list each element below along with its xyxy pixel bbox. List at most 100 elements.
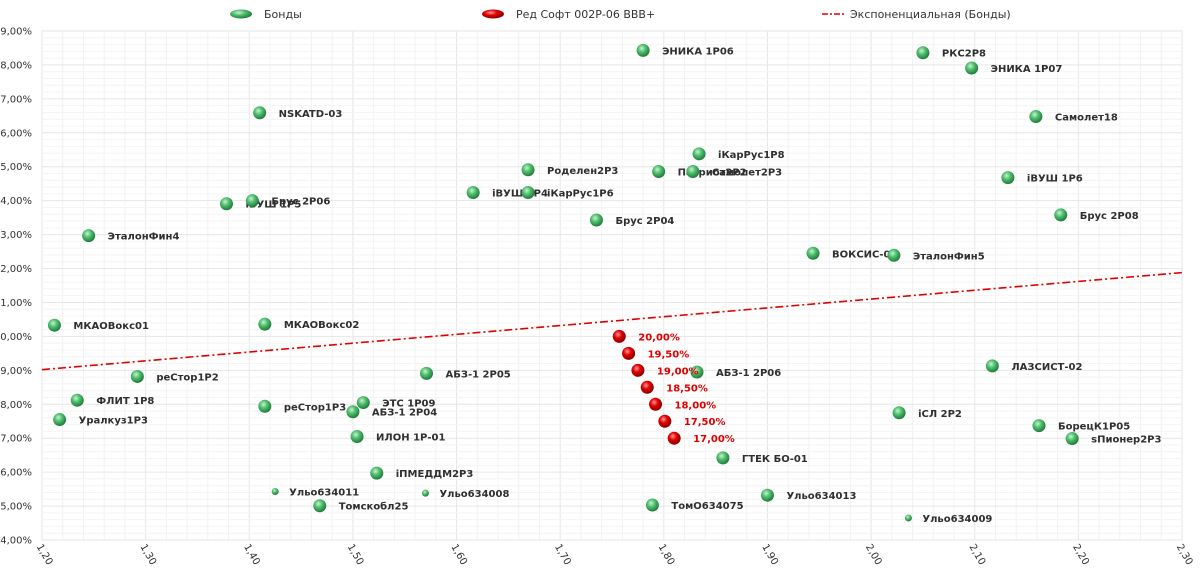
y-tick-label: 14,00% <box>0 536 32 547</box>
redsoft-label: 19,50% <box>648 349 690 360</box>
x-tick-label: 1,80 <box>656 542 677 567</box>
x-tick-label: 2,30 <box>1174 542 1195 567</box>
x-tick-label: 1,70 <box>552 542 573 567</box>
bond-label: ЭталонФин4 <box>108 232 180 243</box>
data-points: МКАОВокс01 Уралкуз1Р3 ФЛИТ 1Р8 ЭталонФин4 ре… <box>47 43 1161 525</box>
bond-label: iСЛ 2Р2 <box>918 409 962 420</box>
redsoft-point <box>631 363 645 377</box>
bond-point <box>985 359 999 373</box>
bond-point <box>892 406 906 420</box>
bond-label: Роделен2Р3 <box>547 166 618 177</box>
bond-label: АБЗ-1 2Р04 <box>372 408 437 419</box>
bond-label: iВУШ 1Р5 <box>245 200 301 211</box>
redsoft-label: 19,00% <box>657 366 699 377</box>
bond-label: Патриот2Р2 <box>678 167 747 178</box>
bond-label: Ульо634013 <box>786 491 856 502</box>
y-tick-label: 15,00% <box>0 502 32 513</box>
bond-point <box>636 43 650 57</box>
bond-point <box>1001 171 1015 185</box>
y-tick-label: 20,00% <box>0 332 32 343</box>
bond-point <box>887 248 901 262</box>
y-tick-label: 25,00% <box>0 162 32 173</box>
y-tick-label: 29,00% <box>0 27 32 38</box>
x-tick-label: 2,20 <box>1070 542 1091 567</box>
trendline <box>41 271 1183 371</box>
bond-label: Ульо634008 <box>439 489 509 500</box>
bond-label: МКАОВокс02 <box>284 320 360 331</box>
bond-point <box>245 194 259 208</box>
legend-label: Бонды <box>264 8 302 21</box>
x-tick-label: 1,20 <box>34 542 55 567</box>
bond-point <box>760 488 774 502</box>
bond-label: NSKATD-03 <box>279 109 343 120</box>
legend: Бонды Ред Софт 002Р-06 BBB+ Экспоненциальн… <box>230 8 1011 21</box>
bond-point <box>466 186 480 200</box>
grid <box>41 30 1183 541</box>
y-tick-label: 17,00% <box>0 434 32 445</box>
bond-point <box>589 213 603 227</box>
bond-point <box>47 318 61 332</box>
x-tick-label: 1,60 <box>448 542 469 567</box>
bond-point <box>350 430 364 444</box>
bond-label: Самолет18 <box>1055 113 1118 124</box>
bond-point <box>53 413 67 427</box>
bond-point <box>346 405 360 419</box>
bond-label: iВУШ 1Р4 <box>492 189 548 200</box>
bond-label: ЭНИКА 1Р06 <box>662 46 734 57</box>
bond-label: Брус 2Р08 <box>1080 211 1139 222</box>
bond-label: ЭНИКА 1Р07 <box>991 64 1063 75</box>
bond-point <box>916 46 930 60</box>
y-tick-label: 28,00% <box>0 60 32 71</box>
legend-marker-bonds <box>230 9 252 19</box>
bond-point <box>521 163 535 177</box>
bond-label: РКС2Р8 <box>942 49 986 60</box>
y-tick-label: 22,00% <box>0 264 32 275</box>
bond-label: Брус 2Р06 <box>271 197 330 208</box>
bond-point <box>219 197 233 211</box>
redsoft-point <box>612 329 626 343</box>
bond-label: ФЛИТ 1Р8 <box>96 396 154 407</box>
y-tick-label: 19,00% <box>0 366 32 377</box>
legend-label: Экспоненциальная (Бонды) <box>850 8 1011 21</box>
bond-point <box>965 61 979 75</box>
bond-label: iКарРус1Р8 <box>718 150 785 161</box>
redsoft-label: 20,00% <box>638 332 680 343</box>
redsoft-point <box>649 397 663 411</box>
bond-point <box>370 466 384 480</box>
bond-point <box>1065 432 1079 446</box>
bond-point <box>692 147 706 161</box>
bond-label: iКарРус1Р6 <box>547 189 614 200</box>
x-tick-label: 1,90 <box>759 542 780 567</box>
bond-point <box>313 499 327 513</box>
bond-label: Ульо634011 <box>289 487 359 498</box>
bond-label: ИЛОН 1Р-01 <box>376 433 445 444</box>
bond-point <box>421 489 429 497</box>
bond-point <box>686 164 700 178</box>
bond-point <box>521 186 535 200</box>
bond-label: Ульо634009 <box>922 514 992 525</box>
bond-label: ЛАЗСИСТ-02 <box>1011 362 1082 373</box>
bond-point <box>419 366 433 380</box>
x-tick-label: 2,00 <box>863 542 884 567</box>
redsoft-label: 18,50% <box>666 383 708 394</box>
x-tick-label: 1,50 <box>345 542 366 567</box>
bond-label: БорецК1Р05 <box>1058 422 1130 433</box>
y-tick-label: 18,00% <box>0 400 32 411</box>
bond-point <box>690 365 704 379</box>
legend-marker-redsoft <box>482 9 504 19</box>
bond-point <box>258 317 272 331</box>
bond-label: Брус 2Р04 <box>615 216 674 227</box>
bond-label: ЭталонФин5 <box>913 251 985 262</box>
redsoft-label: 17,50% <box>684 417 726 428</box>
y-tick-label: 21,00% <box>0 298 32 309</box>
x-tick-label: 1,30 <box>137 542 158 567</box>
bond-point <box>70 393 84 407</box>
bond-point <box>806 246 820 260</box>
bond-point <box>645 498 659 512</box>
bond-label: МКАОВокс01 <box>73 321 149 332</box>
bond-label: реСтор1Р2 <box>156 372 218 383</box>
bond-label: АБЗ-1 2Р06 <box>716 368 781 379</box>
bond-label: ГТЕК БО-01 <box>742 454 808 465</box>
redsoft-label: 18,00% <box>675 400 717 411</box>
